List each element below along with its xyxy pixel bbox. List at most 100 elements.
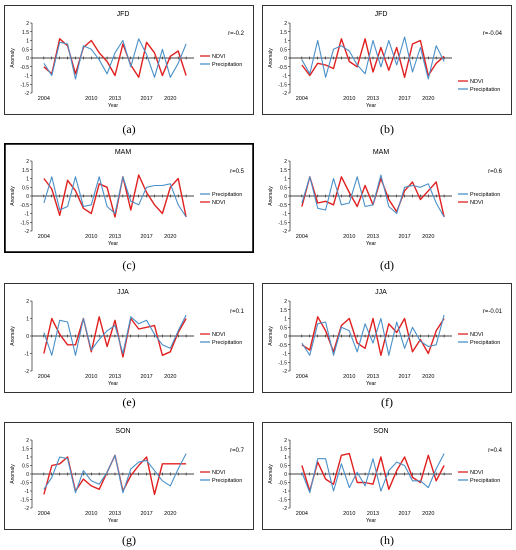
panel-frame	[4, 5, 254, 115]
y-tick-label: 2	[284, 159, 287, 165]
y-tick-label: -2	[283, 91, 288, 97]
x-tick-label: 2017	[140, 511, 152, 517]
y-tick-label: 2	[26, 299, 29, 305]
y-axis-label: Anomaly	[268, 326, 274, 346]
x-axis-label: Year	[366, 103, 376, 109]
y-tick-label: 0.5	[22, 47, 29, 53]
x-tick-label: 2020	[422, 96, 434, 102]
x-tick-label: 2010	[85, 374, 97, 380]
x-tick-label: 2004	[38, 511, 50, 517]
y-tick-label: 1.5	[22, 30, 29, 36]
x-tick-label: 2017	[140, 96, 152, 102]
y-axis-label: Anomaly	[10, 186, 16, 206]
x-tick-label: 2020	[164, 234, 176, 240]
y-tick-label: 1	[284, 39, 287, 45]
caption-d: (d)	[380, 258, 394, 272]
r-value-label: r=0.4	[488, 448, 503, 454]
x-tick-label: 2017	[398, 374, 410, 380]
y-tick-label: 0.5	[280, 464, 287, 470]
chart-g: SON r=0.7 -2 -1.5 -1 -0.5 0 0.5 1 1.5 2 Anomaly 2004…	[4, 422, 254, 530]
y-tick-label: 0	[26, 194, 29, 200]
y-tick-label: 0.5	[22, 464, 29, 470]
y-tick-label: 0	[26, 334, 29, 340]
caption-g: (g)	[122, 533, 136, 547]
x-tick-label: 2013	[109, 96, 121, 102]
chart-title: JJA	[375, 289, 387, 296]
y-tick-label: -1	[283, 212, 288, 218]
chart-e: JJA r=0.1 -2 -1 0 1 2 Anomaly 2004 2010 2013 2017 20…	[4, 283, 254, 393]
x-tick-label: 2013	[367, 234, 379, 240]
y-tick-label: 0	[284, 194, 287, 200]
x-tick-label: 2010	[343, 511, 355, 517]
series-line-ndvi	[301, 452, 445, 492]
x-tick-label: 2013	[109, 374, 121, 380]
y-tick-label: 1.5	[280, 308, 287, 314]
y-axis-label: Anomaly	[268, 186, 274, 206]
y-tick-label: -1	[25, 212, 30, 218]
x-tick-label: 2020	[164, 96, 176, 102]
panel-c: MAM r=0.5 -2 -1.5 -1 -0.5 0 0.5 1 1.5 2 Anomaly 2004…	[3, 142, 255, 254]
panel-g: SON r=0.7 -2 -1.5 -1 -0.5 0 0.5 1 1.5 2 Anomaly 2004…	[4, 422, 254, 530]
r-value-label: r=0.6	[488, 169, 503, 175]
x-axis-label: Year	[366, 241, 376, 247]
x-tick-label: 2013	[109, 234, 121, 240]
r-value-label: r=-0.04	[483, 31, 503, 37]
y-tick-label: -2	[25, 369, 30, 375]
legend-label: Precipitation	[212, 478, 242, 484]
x-tick-label: 2010	[343, 234, 355, 240]
y-axis-label: Anomaly	[268, 464, 274, 484]
chart-c: MAM r=0.5 -2 -1.5 -1 -0.5 0 0.5 1 1.5 2 Anomaly 2004…	[3, 142, 255, 254]
x-tick-label: 2020	[164, 511, 176, 517]
x-tick-label: 2004	[38, 234, 50, 240]
series-line-precipitation	[43, 314, 187, 356]
y-tick-label: 1.5	[280, 447, 287, 453]
series-line-ndvi	[301, 316, 445, 357]
y-tick-label: 2	[26, 159, 29, 165]
x-tick-label: 2004	[296, 234, 308, 240]
y-tick-label: 2	[26, 438, 29, 444]
y-tick-label: 2	[284, 21, 287, 27]
x-tick-label: 2017	[398, 511, 410, 517]
r-value-label: r=0.7	[230, 448, 245, 454]
x-axis-label: Year	[108, 241, 118, 247]
x-tick-label: 2020	[164, 374, 176, 380]
y-tick-label: -1.5	[278, 360, 287, 366]
y-tick-label: 0.5	[280, 185, 287, 191]
x-axis-label: Year	[366, 518, 376, 524]
x-tick-label: 2017	[398, 96, 410, 102]
caption-e: (e)	[122, 395, 136, 409]
legend-label: NDVI	[212, 470, 226, 476]
y-tick-label: 2	[284, 438, 287, 444]
panel-e: JJA r=0.1 -2 -1 0 1 2 Anomaly 2004 2010 2013 2017 20…	[4, 283, 254, 393]
x-tick-label: 2017	[140, 234, 152, 240]
y-tick-label: -1.5	[20, 220, 29, 226]
panel-frame	[3, 142, 255, 254]
series-line-precipitation	[301, 314, 445, 356]
x-tick-label: 2017	[140, 374, 152, 380]
y-tick-label: -0.5	[20, 65, 29, 71]
y-tick-label: 0	[284, 334, 287, 340]
y-tick-label: 0.5	[280, 325, 287, 331]
y-tick-label: 0.5	[22, 185, 29, 191]
y-tick-label: 1	[26, 177, 29, 183]
panel-d: MAM r=0.6 -2 -1.5 -1 -0.5 0 0.5 1 1.5 2 Anomaly 2004…	[262, 143, 512, 253]
legend-label: Precipitation	[212, 340, 242, 346]
y-axis-label: Anomaly	[10, 48, 16, 68]
legend-label: Precipitation	[212, 62, 242, 68]
legend-label: NDVI	[470, 332, 484, 338]
x-axis-label: Year	[108, 381, 118, 387]
panel-frame	[262, 5, 512, 115]
y-tick-label: 1	[26, 39, 29, 45]
x-tick-label: 2020	[422, 374, 434, 380]
y-tick-label: -1.5	[20, 82, 29, 88]
x-tick-label: 2004	[38, 96, 50, 102]
panel-b: JFD r=-0.04 -2 -1.5 -1 -0.5 0 0.5 1 1.5 2 Anomaly 20…	[262, 5, 512, 115]
x-tick-label: 2004	[296, 96, 308, 102]
y-tick-label: -1.5	[278, 220, 287, 226]
series-line-precipitation	[43, 453, 187, 494]
x-tick-label: 2010	[343, 374, 355, 380]
chart-title: SON	[373, 428, 388, 435]
legend-label: Precipitation	[470, 478, 500, 484]
series-line-ndvi	[43, 316, 187, 358]
y-tick-label: 2	[284, 299, 287, 305]
